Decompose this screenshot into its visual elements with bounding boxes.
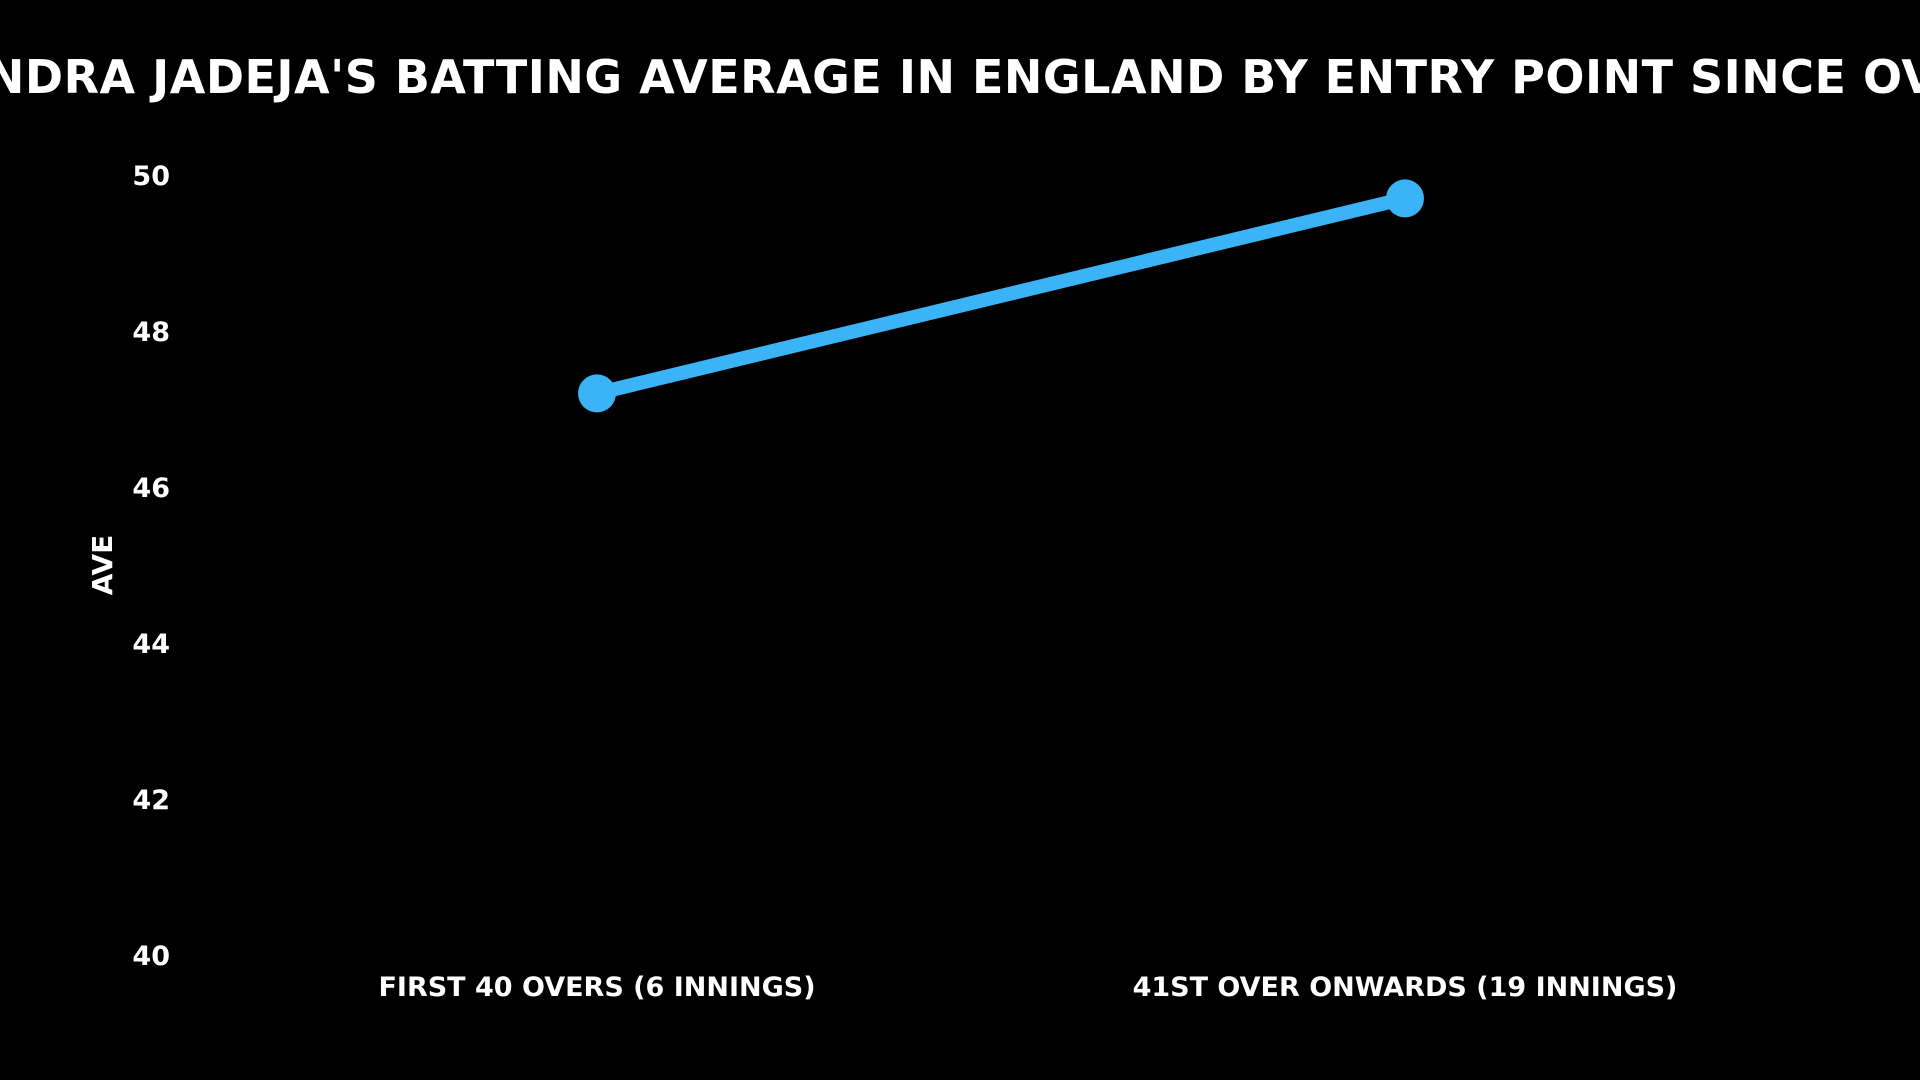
x-axis-ticks: FIRST 40 OVERS (6 INNINGS) 41ST OVER ONWA… (378, 972, 1677, 1003)
data-point (578, 374, 616, 413)
y-tick-label: 46 (132, 473, 170, 504)
y-tick-label: 48 (132, 317, 170, 348)
y-tick-label: 42 (132, 785, 170, 816)
y-tick-label: 50 (132, 161, 170, 192)
x-tick-label: 41ST OVER ONWARDS (19 INNINGS) (1133, 972, 1678, 1003)
y-axis-ticks: 50 48 46 44 42 40 (132, 161, 170, 972)
series-line (590, 191, 1412, 401)
data-point (1386, 179, 1424, 218)
x-tick-label: FIRST 40 OVERS (6 INNINGS) (378, 972, 815, 1003)
y-tick-label: 40 (132, 941, 170, 972)
series-layer (578, 179, 1424, 413)
chart-title: RAVINDRA JADEJA'S BATTING AVERAGE IN ENG… (0, 50, 1920, 104)
y-tick-label: 44 (132, 629, 170, 660)
y-axis-label: AVE (86, 535, 119, 596)
